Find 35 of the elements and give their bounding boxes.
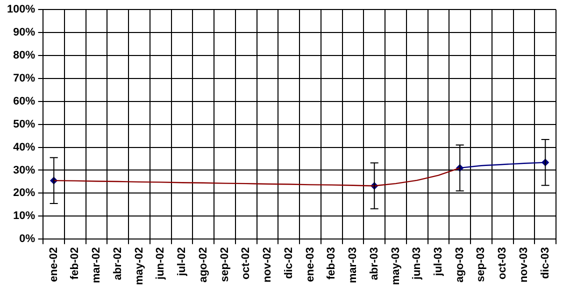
x-tick-label: feb-03 [326, 247, 338, 280]
x-tick-label: ago-03 [454, 247, 466, 283]
y-tick-label: 50% [13, 118, 36, 130]
x-tick-label: feb-02 [69, 247, 82, 280]
x-tick-label: mar-03 [347, 247, 360, 284]
x-tick-label: nov-03 [518, 247, 530, 283]
x-tick-label: ene-03 [304, 247, 316, 282]
y-tick-label: 70% [13, 72, 36, 84]
x-tick-label: jul-03 [432, 247, 444, 277]
x-tick-label: jul-02 [176, 247, 188, 277]
x-tick-label: sep-03 [475, 247, 488, 282]
x-tick-label: oct-02 [240, 247, 252, 280]
x-tick-label: abr-03 [368, 247, 380, 280]
x-tick-label: ene-02 [48, 247, 60, 282]
x-tick-label: dic-02 [282, 247, 295, 279]
y-tick-label: 30% [13, 164, 36, 176]
x-tick-label: may-02 [133, 247, 146, 286]
x-tick-label: oct-03 [496, 247, 509, 280]
y-tick-label: 80% [13, 50, 36, 62]
y-tick-label: 40% [13, 141, 36, 154]
y-tick-label: 10% [13, 210, 36, 222]
x-tick-label: sep-02 [218, 247, 231, 282]
x-tick-label: mar-02 [90, 247, 103, 284]
x-tick-label: dic-03 [539, 247, 552, 279]
x-tick-label: nov-02 [262, 247, 274, 283]
x-tick-label: may-03 [390, 247, 402, 286]
y-tick-label: 0% [19, 233, 36, 246]
x-tick-label: jun-02 [154, 247, 167, 280]
x-tick-label: abr-02 [112, 247, 124, 280]
y-tick-label: 60% [13, 95, 36, 108]
x-tick-label: ago-02 [197, 247, 210, 283]
y-tick-label: 20% [13, 187, 36, 200]
y-tick-label: 100% [6, 4, 36, 16]
x-tick-label: jun-03 [411, 247, 424, 280]
y-tick-label: 90% [13, 26, 36, 39]
